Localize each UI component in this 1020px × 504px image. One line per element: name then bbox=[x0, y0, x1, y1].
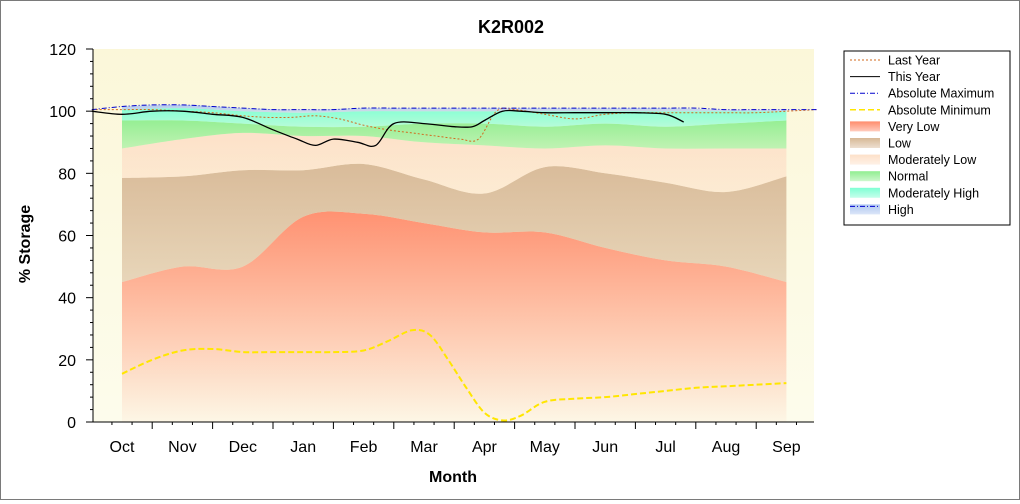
x-tick-label: Sep bbox=[772, 439, 801, 456]
band-normal bbox=[122, 120, 787, 149]
x-tick-label: Dec bbox=[229, 439, 257, 456]
series-absolute-maximum bbox=[91, 104, 817, 111]
legend-label: Absolute Maximum bbox=[888, 87, 994, 101]
x-tick-label: Nov bbox=[168, 439, 196, 456]
x-axis-label: Month bbox=[429, 469, 477, 486]
legend-swatch-band bbox=[850, 154, 880, 165]
legend-entry: Absolute Maximum bbox=[850, 87, 994, 101]
y-tick-label: 20 bbox=[58, 353, 76, 370]
band-layer bbox=[122, 104, 787, 422]
x-tick-label: Mar bbox=[410, 439, 438, 456]
legend-label: Moderately Low bbox=[888, 153, 977, 167]
legend-label: Low bbox=[888, 137, 912, 151]
series-this-year bbox=[91, 109, 684, 148]
legend-swatch-band bbox=[850, 187, 880, 198]
legend-entry: This Year bbox=[850, 70, 940, 84]
legend-swatch-band bbox=[850, 138, 880, 148]
x-tick-label: Feb bbox=[350, 439, 378, 456]
legend-label: Moderately High bbox=[888, 186, 979, 200]
legend-label: High bbox=[888, 203, 914, 217]
y-tick-label: 40 bbox=[58, 291, 76, 308]
legend-label: Normal bbox=[888, 170, 928, 184]
legend-swatch-band bbox=[850, 204, 880, 215]
line-layer bbox=[91, 104, 817, 422]
legend-entry: Very Low bbox=[850, 120, 940, 134]
x-tick-label: Jun bbox=[592, 439, 618, 456]
legend: Last Year This Year Absolute Maximum Absolu… bbox=[843, 50, 1011, 226]
legend-swatch-band bbox=[850, 171, 880, 182]
series-absolute-minimum bbox=[121, 328, 787, 422]
x-tick-label: May bbox=[530, 439, 560, 456]
legend-swatch-band bbox=[850, 121, 880, 132]
legend-entry: Low bbox=[850, 137, 912, 151]
x-tick-label: Oct bbox=[110, 439, 135, 456]
x-tick-label: Apr bbox=[472, 439, 498, 456]
legend-entry: Absolute Minimum bbox=[850, 103, 991, 117]
y-axis-label: % Storage bbox=[17, 205, 34, 283]
series-last-year bbox=[91, 107, 817, 142]
legend-entry: Last Year bbox=[850, 54, 940, 68]
band-high bbox=[122, 104, 787, 113]
legend-label: Last Year bbox=[888, 54, 940, 68]
x-tick-label: Aug bbox=[712, 439, 740, 456]
band-very-low bbox=[122, 211, 787, 422]
band-low bbox=[122, 163, 787, 283]
legend-entry: Normal bbox=[850, 170, 928, 184]
y-tick-label: 60 bbox=[58, 229, 76, 246]
x-tick-label: Jul bbox=[655, 439, 675, 456]
legend-entry: High bbox=[850, 203, 914, 217]
chart-title: K2R002 bbox=[478, 17, 544, 37]
legend-entry: Moderately Low bbox=[850, 153, 977, 167]
y-tick-label: 80 bbox=[58, 166, 76, 183]
axes: 0 20 40 60 80 100 120 Oct Nov Dec Jan Feb Mar Apr May J… bbox=[49, 42, 814, 456]
y-tick-label: 120 bbox=[49, 42, 76, 59]
band-moderately-low bbox=[122, 132, 787, 194]
x-tick-label: Jan bbox=[290, 439, 316, 456]
legend-label: This Year bbox=[888, 70, 940, 84]
y-tick-label: 100 bbox=[49, 104, 76, 121]
legend-label: Absolute Minimum bbox=[888, 103, 991, 117]
legend-label: Very Low bbox=[888, 120, 940, 134]
legend-entry: Moderately High bbox=[850, 186, 979, 200]
y-tick-label: 0 bbox=[67, 415, 76, 432]
